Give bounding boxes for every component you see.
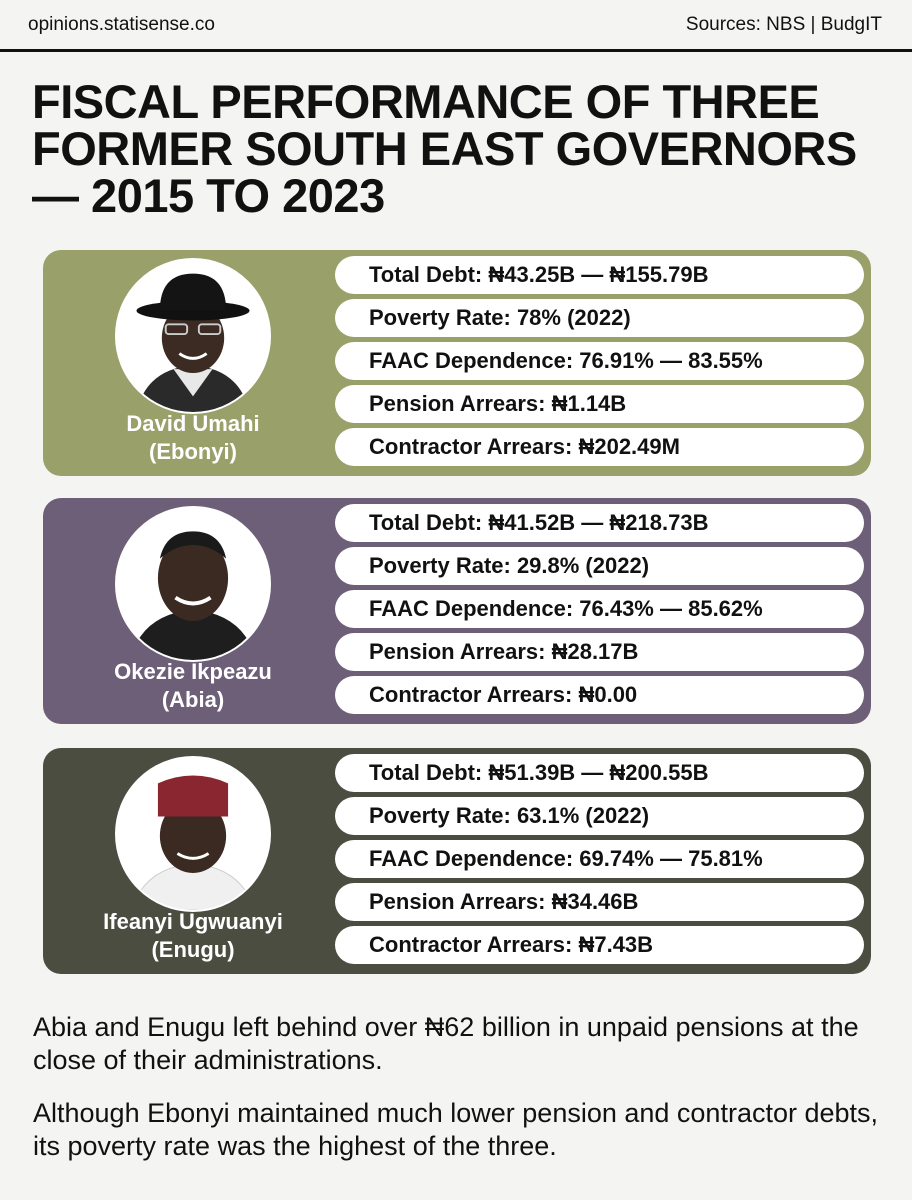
page-title: FISCAL PERFORMANCE OF THREE FORMER SOUTH…: [32, 78, 892, 219]
stats-list: Total Debt: ₦41.52B — ₦218.73B Poverty R…: [335, 504, 864, 719]
stat-faac-dependence: FAAC Dependence: 69.74% — 75.81%: [335, 840, 864, 878]
summary-paragraph: Although Ebonyi maintained much lower pe…: [33, 1098, 879, 1161]
stat-poverty-rate: Poverty Rate: 78% (2022): [335, 299, 864, 337]
governor-state: (Abia): [161, 687, 225, 712]
stats-list: Total Debt: ₦51.39B — ₦200.55B Poverty R…: [335, 754, 864, 969]
stat-total-debt: Total Debt: ₦51.39B — ₦200.55B: [335, 754, 864, 792]
summary-paragraph: Abia and Enugu left behind over ₦62 bill…: [33, 1012, 859, 1075]
sources-label: Sources: NBS | BudgIT: [685, 13, 882, 35]
stat-contractor-arrears: Contractor Arrears: ₦7.43B: [335, 926, 864, 964]
stat-total-debt: Total Debt: ₦43.25B — ₦155.79B: [335, 256, 864, 294]
portrait-photo: [115, 756, 271, 912]
portrait-photo: [115, 506, 271, 662]
governor-name-text: Ifeanyi Ugwuanyi: [103, 909, 283, 934]
governor-name: Okezie Ikpeazu (Abia): [43, 658, 343, 714]
stat-contractor-arrears: Contractor Arrears: ₦202.49M: [335, 428, 864, 466]
stat-poverty-rate: Poverty Rate: 63.1% (2022): [335, 797, 864, 835]
stat-pension-arrears: Pension Arrears: ₦28.17B: [335, 633, 864, 671]
stat-pension-arrears: Pension Arrears: ₦34.46B: [335, 883, 864, 921]
governor-name-text: David Umahi: [126, 411, 260, 436]
stat-contractor-arrears: Contractor Arrears: ₦0.00: [335, 676, 864, 714]
top-bar: opinions.statisense.co Sources: NBS | Bu…: [0, 0, 912, 52]
stat-poverty-rate: Poverty Rate: 29.8% (2022): [335, 547, 864, 585]
title-line: FISCAL PERFORMANCE OF THREE: [32, 75, 820, 128]
governor-name: David Umahi (Ebonyi): [43, 410, 343, 466]
stats-list: Total Debt: ₦43.25B — ₦155.79B Poverty R…: [335, 256, 864, 471]
stat-total-debt: Total Debt: ₦41.52B — ₦218.73B: [335, 504, 864, 542]
title-line: — 2015 TO 2023: [32, 169, 385, 222]
governor-state: (Ebonyi): [149, 439, 237, 464]
stat-faac-dependence: FAAC Dependence: 76.43% — 85.62%: [335, 590, 864, 628]
governor-card-ugwuanyi: Ifeanyi Ugwuanyi (Enugu) Total Debt: ₦51…: [43, 748, 871, 974]
governor-card-umahi: David Umahi (Ebonyi) Total Debt: ₦43.25B…: [43, 250, 871, 476]
stat-pension-arrears: Pension Arrears: ₦1.14B: [335, 385, 864, 423]
governor-card-ikpeazu: Okezie Ikpeazu (Abia) Total Debt: ₦41.52…: [43, 498, 871, 724]
governor-state: (Enugu): [151, 937, 235, 962]
portrait-photo: [115, 258, 271, 414]
stat-faac-dependence: FAAC Dependence: 76.91% — 83.55%: [335, 342, 864, 380]
governor-name-text: Okezie Ikpeazu: [114, 659, 272, 684]
governor-name: Ifeanyi Ugwuanyi (Enugu): [43, 908, 343, 964]
site-url[interactable]: opinions.statisense.co: [28, 13, 215, 35]
title-line: FORMER SOUTH EAST GOVERNORS: [32, 122, 857, 175]
